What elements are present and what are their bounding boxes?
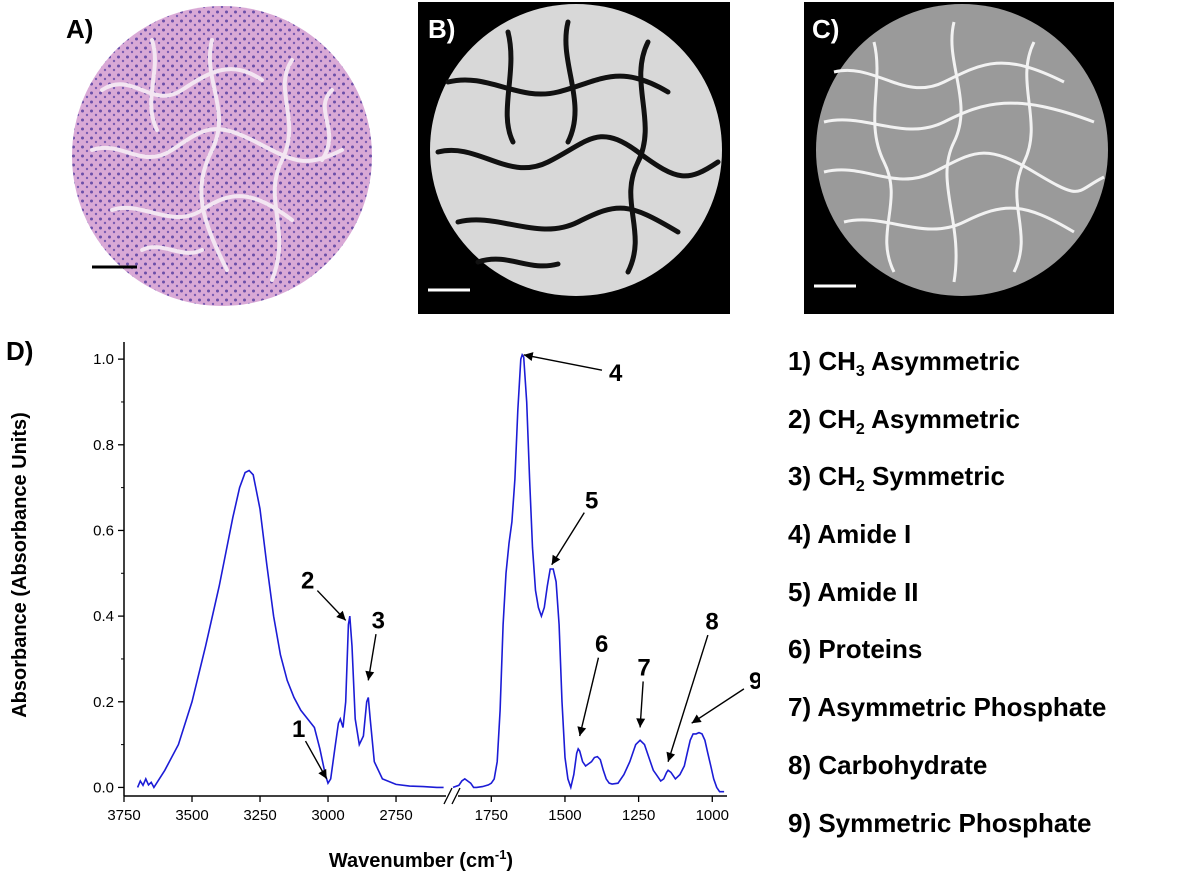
x-tick-label: 1250 bbox=[622, 807, 655, 824]
spectrum-line bbox=[452, 353, 725, 793]
annotation-arrowhead bbox=[365, 670, 375, 681]
x-tick-label: 3000 bbox=[311, 807, 344, 824]
annotation-arrowhead bbox=[551, 554, 561, 565]
axis-break-mark bbox=[443, 787, 453, 805]
y-tick-label: 0.6 bbox=[93, 522, 114, 539]
annotation-arrowhead bbox=[523, 352, 534, 361]
panel-c-label: C) bbox=[812, 14, 840, 44]
x-tick-label: 3750 bbox=[107, 807, 140, 824]
x-tick-label: 2750 bbox=[379, 807, 412, 824]
annotation-arrowhead bbox=[691, 714, 702, 724]
x-axis-label: Wavenumber (cm-1) bbox=[329, 847, 513, 872]
x-tick-label: 1750 bbox=[475, 807, 508, 824]
annotation-label: 3 bbox=[372, 607, 385, 634]
peak-assignment-text-rest: Asymmetric bbox=[864, 346, 1020, 376]
peak-assignment-item: 2) CH2 Asymmetric bbox=[788, 394, 1200, 452]
peak-assignment-text: 6) Proteins bbox=[788, 634, 923, 665]
annotation-arrowhead bbox=[577, 726, 587, 737]
peak-assignment-subscript: 2 bbox=[855, 420, 865, 438]
annotation-label: 6 bbox=[595, 631, 608, 658]
y-axis-label: Absorbance (Absorbance Units) bbox=[9, 412, 31, 718]
ir-image-b bbox=[418, 2, 730, 314]
peak-assignment-item: 7) Asymmetric Phosphate bbox=[788, 682, 1200, 740]
annotation-arrowhead bbox=[318, 768, 327, 779]
peak-assignment-text: 5) Amide II bbox=[788, 576, 919, 607]
chart-annotations: 1 2 3 4 5 6 7 8 9 bbox=[292, 352, 760, 780]
peak-assignment-text: 4) Amide I bbox=[788, 519, 912, 550]
y-tick-label: 0.0 bbox=[93, 779, 114, 796]
peak-assignment-text-rest: Asymmetric bbox=[864, 403, 1020, 434]
annotation-label: 5 bbox=[585, 488, 598, 515]
annotation-arrow bbox=[523, 354, 603, 371]
peak-assignment-text: 7) Asymmetric Phosphate bbox=[788, 692, 1107, 723]
annotation-arrow bbox=[691, 688, 745, 724]
peak-assignment-item: 1) CH3 Asymmetric bbox=[788, 336, 1200, 394]
peak-assignment-text: 8) Carbohydrate bbox=[788, 749, 988, 780]
annotation-label: 4 bbox=[609, 360, 623, 387]
chart-lines bbox=[136, 353, 725, 793]
peak-assignment-item: 5) Amide II bbox=[788, 567, 1200, 625]
he-stained-tissue-image bbox=[72, 6, 372, 306]
peak-assignment-item: 3) CH2 Symmetric bbox=[788, 451, 1200, 509]
peak-assignment-text: 1) CH bbox=[788, 346, 856, 376]
peak-assignment-text: 9) Symmetric Phosphate bbox=[788, 807, 1092, 838]
peak-assignment-subscript: 2 bbox=[855, 478, 865, 496]
annotation-arrow bbox=[579, 657, 600, 737]
spectrum-line bbox=[136, 469, 444, 789]
y-tick-label: 1.0 bbox=[93, 351, 114, 368]
x-tick-label: 3500 bbox=[175, 807, 208, 824]
annotation-arrowhead bbox=[336, 610, 346, 621]
annotation-label: 7 bbox=[637, 654, 650, 681]
annotation-arrowhead bbox=[636, 718, 646, 728]
peak-assignment-item: 4) Amide I bbox=[788, 509, 1200, 567]
peak-assignment-text: 2) CH bbox=[788, 403, 856, 434]
peak-assignment-text: 3) CH bbox=[788, 461, 856, 492]
peak-assignment-item: 6) Proteins bbox=[788, 624, 1200, 682]
peak-assignment-list: 1) CH3 Asymmetric 2) CH2 Asymmetric 3) CH2… bbox=[788, 336, 1200, 855]
panel-b-label: B) bbox=[428, 14, 456, 44]
peak-assignment-text-rest: Symmetric bbox=[864, 461, 1005, 492]
annotation-arrow bbox=[551, 512, 585, 566]
annotation-arrow bbox=[667, 634, 709, 762]
annotation-arrowhead bbox=[666, 751, 676, 762]
panel-d-label: D) bbox=[6, 336, 34, 366]
annotation-label: 9 bbox=[749, 668, 760, 695]
annotation-label: 1 bbox=[292, 716, 305, 743]
x-tick-label: 1000 bbox=[696, 807, 729, 824]
y-tick-label: 0.4 bbox=[93, 608, 114, 625]
x-tick-label: 1500 bbox=[548, 807, 581, 824]
panel-a-label: A) bbox=[66, 14, 94, 44]
peak-assignment-item: 8) Carbohydrate bbox=[788, 740, 1200, 798]
annotation-label: 2 bbox=[301, 567, 314, 594]
peak-assignment-item: 9) Symmetric Phosphate bbox=[788, 798, 1200, 856]
ir-image-c bbox=[804, 2, 1114, 314]
y-tick-label: 0.8 bbox=[93, 437, 114, 454]
annotation-label: 8 bbox=[705, 609, 718, 636]
axis-break-mark bbox=[451, 787, 461, 805]
y-tick-label: 0.2 bbox=[93, 694, 114, 711]
x-tick-label: 3250 bbox=[243, 807, 276, 824]
peak-assignment-subscript: 3 bbox=[855, 363, 865, 381]
